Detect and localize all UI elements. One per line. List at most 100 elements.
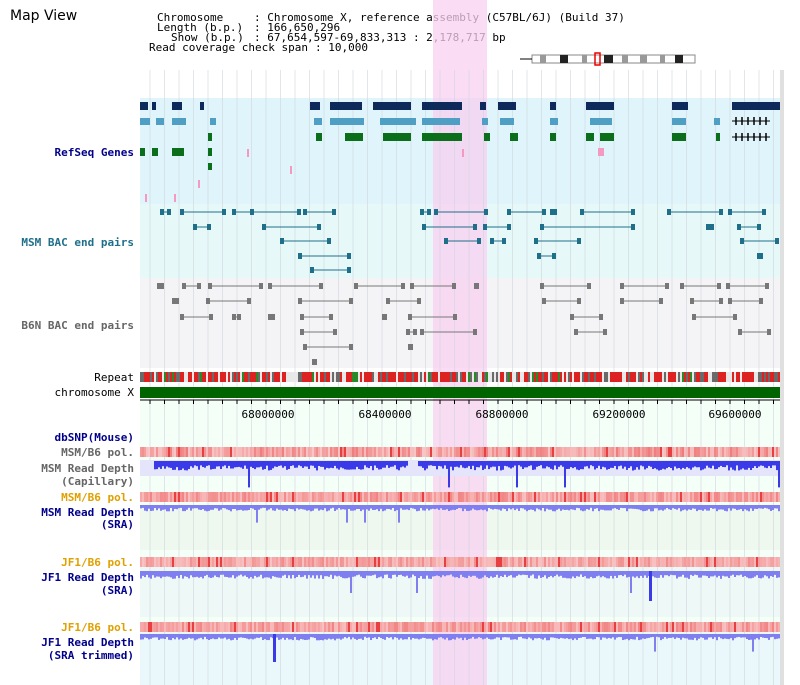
msm-sra-depth-bar bbox=[386, 505, 388, 509]
axis-tick-label: 68800000 bbox=[476, 408, 529, 421]
repeat-element bbox=[604, 372, 606, 382]
jf1-trim-depth-bar bbox=[254, 634, 256, 639]
jf1-sra-depth-bar bbox=[200, 571, 202, 577]
msm-sra-depth-bar bbox=[240, 505, 242, 510]
jf1-b6-pol-strip-2 bbox=[778, 622, 780, 632]
msm-capillary-depth-bar bbox=[380, 461, 382, 470]
msm-b6-pol-strip bbox=[472, 447, 474, 457]
jf1-sra-depth-bar bbox=[576, 571, 578, 577]
msm-capillary-depth-bar bbox=[620, 461, 622, 466]
jf1-b6-pol-strip-2 bbox=[260, 622, 262, 632]
msm-sra-depth-bar bbox=[650, 505, 652, 512]
msm-capillary-depth-bar bbox=[218, 461, 220, 467]
jf1-trim-depth-bar bbox=[772, 634, 774, 637]
msm-b6-pol-strip bbox=[194, 447, 196, 457]
jf1-trim-depth-bar bbox=[556, 634, 558, 639]
msm-capillary-depth-bar bbox=[350, 461, 352, 470]
msm-b6-pol-strip-2 bbox=[140, 492, 142, 502]
jf1-sra-depth-bar bbox=[472, 571, 474, 576]
repeat-element bbox=[298, 372, 300, 382]
jf1-b6-pol-strip-2 bbox=[342, 622, 344, 632]
jf1-sra-depth-bar bbox=[656, 571, 658, 578]
jf1-b6-pol-strip bbox=[196, 557, 198, 567]
jf1-b6-pol-strip bbox=[166, 557, 168, 567]
jf1-trim-depth-bar bbox=[552, 634, 554, 638]
bac-end bbox=[347, 253, 351, 259]
msm-capillary-depth-bar bbox=[474, 461, 476, 471]
msm-b6-pol-strip-2 bbox=[188, 492, 190, 502]
repeat-element bbox=[706, 372, 708, 382]
msm-capillary-depth-bar bbox=[506, 461, 508, 467]
msm-b6-pol-strip bbox=[506, 447, 508, 457]
jf1-b6-pol-strip-2 bbox=[682, 622, 684, 632]
jf1-trim-depth-bar bbox=[212, 634, 214, 639]
msm-b6-pol-strip-2 bbox=[724, 492, 726, 502]
jf1-b6-pol-strip bbox=[222, 557, 224, 567]
jf1-b6-pol-strip-2 bbox=[300, 622, 302, 632]
msm-b6-pol-strip bbox=[186, 447, 188, 457]
jf1-b6-pol-strip-2 bbox=[324, 622, 326, 632]
msm-b6-pol-strip bbox=[254, 447, 256, 457]
jf1-b6-pol-strip bbox=[240, 557, 242, 567]
msm-capillary-depth-bar bbox=[176, 461, 178, 468]
jf1-b6-pol-strip bbox=[648, 557, 650, 567]
jf1-sra-depth-bar bbox=[526, 571, 528, 575]
jf1-b6-pol-strip bbox=[446, 557, 448, 567]
jf1-b6-pol-strip-2 bbox=[380, 622, 382, 632]
msm-b6-pol-strip bbox=[610, 447, 612, 457]
msm-b6-pol-strip-2 bbox=[158, 492, 160, 502]
jf1-b6-pol-strip bbox=[526, 557, 528, 567]
msm-capillary-depth-bar bbox=[336, 461, 338, 469]
repeat-element bbox=[678, 372, 680, 382]
msm-sra-depth-bar bbox=[712, 505, 714, 509]
repeat-element bbox=[584, 372, 586, 382]
msm-sra-depth-bar bbox=[588, 505, 590, 510]
repeat-element bbox=[272, 372, 274, 382]
jf1-sra-depth-bar bbox=[494, 571, 496, 577]
msm-b6-pol-strip-2 bbox=[452, 492, 454, 502]
jf1-sra-depth-bar bbox=[760, 571, 762, 579]
jf1-b6-pol-strip bbox=[698, 557, 700, 567]
bac-end bbox=[603, 329, 607, 335]
jf1-trim-depth-bar bbox=[140, 634, 142, 640]
msm-capillary-depth-bar bbox=[744, 461, 746, 470]
jf1-b6-pol-strip bbox=[656, 557, 658, 567]
jf1-b6-pol-strip bbox=[140, 557, 142, 567]
jf1-b6-pol-strip bbox=[638, 557, 640, 567]
msm-sra-depth-bar bbox=[452, 505, 454, 510]
repeat-element bbox=[282, 372, 284, 382]
gene-feature bbox=[172, 118, 186, 125]
jf1-b6-pol-strip-2 bbox=[418, 622, 420, 632]
msm-b6-pol-strip bbox=[374, 447, 376, 457]
repeat-element bbox=[612, 372, 614, 382]
jf1-sra-depth-bar bbox=[548, 571, 550, 577]
msm-sra-depth-bar bbox=[494, 505, 496, 509]
jf1-trim-depth-bar bbox=[776, 634, 778, 639]
msm-b6-pol-strip bbox=[728, 447, 730, 457]
jf1-sra-depth-bar bbox=[506, 571, 508, 578]
msm-sra-depth-bar bbox=[148, 505, 150, 509]
jf1-b6-pol-strip bbox=[412, 557, 414, 567]
jf1-b6-pol-strip-2 bbox=[752, 622, 754, 632]
msm-b6-pol-strip-2 bbox=[694, 492, 696, 502]
msm-sra-depth-bar bbox=[554, 505, 556, 512]
jf1-b6-pol-strip-2 bbox=[340, 622, 342, 632]
msm-b6-pol-strip bbox=[668, 447, 670, 457]
msm-sra-depth-bar bbox=[704, 505, 706, 510]
msm-sra-depth-bar bbox=[468, 505, 470, 511]
msm-sra-depth-bar bbox=[560, 505, 562, 511]
msm-b6-pol-strip-2 bbox=[684, 492, 686, 502]
jf1-b6-pol-strip bbox=[206, 557, 208, 567]
jf1-trim-depth-bar bbox=[740, 634, 742, 638]
jf1-b6-pol-strip bbox=[566, 557, 568, 567]
jf1-sra-depth-bar bbox=[372, 571, 374, 576]
repeat-element bbox=[524, 372, 526, 382]
jf1-trim-depth-bar bbox=[180, 634, 182, 639]
track-label-msm-bac: MSM BAC end pairs bbox=[21, 236, 134, 249]
msm-b6-pol-strip bbox=[246, 447, 248, 457]
jf1-sra-depth-bar bbox=[166, 571, 168, 577]
bac-end bbox=[728, 209, 732, 215]
jf1-sra-depth-bar bbox=[260, 571, 262, 575]
msm-capillary-depth-bar bbox=[170, 461, 172, 468]
